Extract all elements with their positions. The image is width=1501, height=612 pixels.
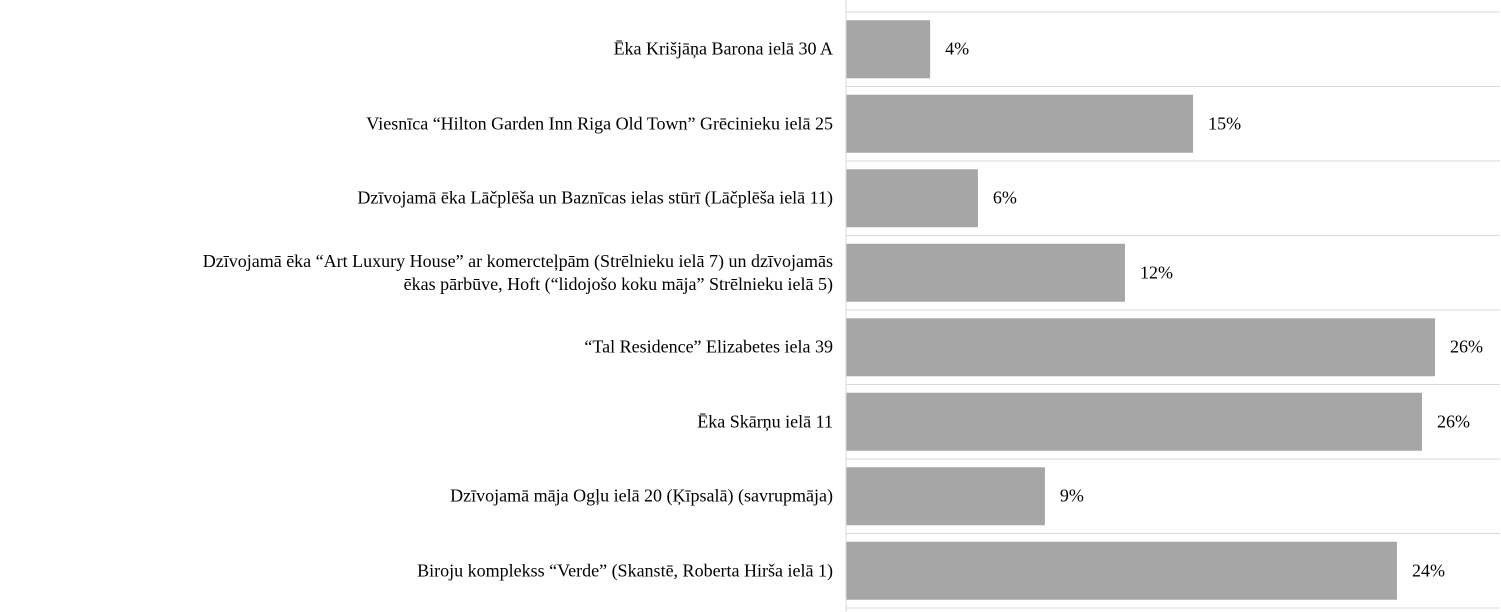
value-label: 4% [945, 38, 970, 59]
bar [846, 541, 1397, 600]
value-label: 12% [1139, 262, 1173, 283]
value-label: 26% [1450, 336, 1484, 357]
category-label: Viesnīca “Hilton Garden Inn Riga Old Tow… [366, 113, 833, 134]
category-label: Dzīvojamā māja Ogļu ielā 20 (Ķīpsalā) (s… [450, 485, 833, 506]
category-label: Dzīvojamā ēka Lāčplēša un Baznīcas ielas… [357, 187, 833, 208]
value-label: 6% [992, 187, 1017, 208]
category-label: Ēka Skārņu ielā 11 [697, 411, 833, 432]
value-label: 24% [1411, 560, 1445, 581]
value-label: 15% [1208, 113, 1242, 134]
value-label: 9% [1059, 485, 1084, 506]
category-label: “Tal Residence” Elizabetes iela 39 [584, 336, 833, 357]
category-label: Biroju komplekss “Verde” (Skanstē, Rober… [417, 560, 833, 581]
bar [846, 467, 1045, 526]
bar [846, 392, 1422, 451]
category-label: Ēka Krišjāņa Barona ielā 30 A [613, 38, 833, 59]
bar [846, 243, 1125, 302]
category-label: Dzīvojamā ēka “Art Luxury House” ar kome… [202, 250, 833, 294]
bar [846, 169, 978, 228]
bar [846, 94, 1194, 153]
value-label: 26% [1436, 411, 1470, 432]
bar [846, 318, 1436, 377]
bar [846, 20, 931, 79]
